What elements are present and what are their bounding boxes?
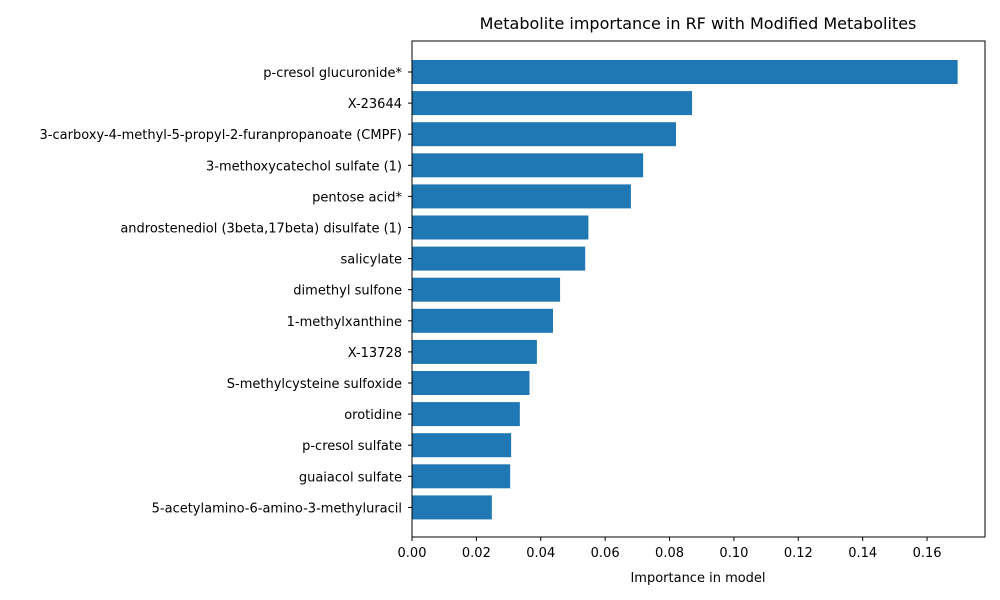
bar <box>412 339 537 364</box>
y-tick-label: p-cresol sulfate <box>302 439 402 454</box>
bar <box>412 402 520 427</box>
bar <box>412 371 530 395</box>
y-tick-labels: p-cresol glucuronide* X-23644 3-carboxy-4-… <box>40 66 412 516</box>
bar <box>412 277 561 302</box>
y-tick-label: 1-methylxanthine <box>287 315 402 330</box>
x-tick-label: 0.10 <box>719 546 748 561</box>
plot-frame <box>411 40 986 538</box>
bar <box>412 153 644 178</box>
y-tick-label: pentose acid* <box>312 190 402 205</box>
chart-title: Metabolite importance in RF with Modifie… <box>480 14 917 33</box>
x-axis: 0.00 0.02 0.04 0.06 0.08 0.10 0.12 0.14 0.16 <box>398 537 942 561</box>
y-tick-label: dimethyl sulfone <box>293 284 402 299</box>
y-tick-label: androstenediol (3beta,17beta) disulfate … <box>120 222 402 237</box>
y-tick-label: S-methylcysteine sulfoxide <box>227 377 402 392</box>
x-tick-label: 0.12 <box>784 546 813 561</box>
x-tick-label: 0.08 <box>655 546 684 561</box>
bar <box>412 464 511 489</box>
x-tick-label: 0.04 <box>526 546 555 561</box>
bar <box>412 91 693 116</box>
y-tick-label: salicylate <box>341 253 402 268</box>
bar <box>412 184 631 209</box>
bar <box>412 495 492 520</box>
x-axis-label: Importance in model <box>630 571 765 586</box>
bar <box>412 60 958 84</box>
y-tick-label: X-23644 <box>348 97 402 112</box>
x-tick-label: 0.00 <box>398 546 427 561</box>
x-tick-label: 0.14 <box>848 546 877 561</box>
x-tick-label: 0.16 <box>913 546 942 561</box>
bar <box>412 308 553 333</box>
bars-group <box>412 60 958 520</box>
y-tick-label: 5-acetylamino-6-amino-3-methyluracil <box>152 501 402 516</box>
y-tick-label: orotidine <box>344 408 402 423</box>
bar <box>412 122 676 147</box>
y-tick-label: guaiacol sulfate <box>299 470 402 485</box>
bar <box>412 215 589 240</box>
x-tick-label: 0.06 <box>591 546 620 561</box>
bar <box>412 433 512 458</box>
y-tick-label: X-13728 <box>348 346 402 361</box>
x-tick-label: 0.02 <box>462 546 491 561</box>
y-tick-label: 3-methoxycatechol sulfate (1) <box>206 159 402 174</box>
y-tick-label: p-cresol glucuronide* <box>263 66 402 81</box>
y-tick-label: 3-carboxy-4-methyl-5-propyl-2-furanpropa… <box>40 128 402 143</box>
bar <box>412 246 586 271</box>
